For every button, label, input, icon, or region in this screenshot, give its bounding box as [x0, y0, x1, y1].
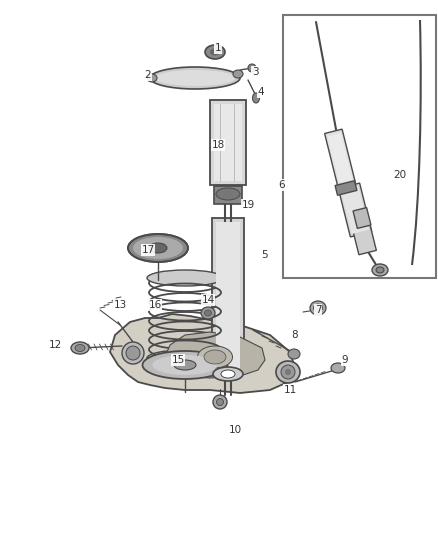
FancyBboxPatch shape [353, 207, 371, 229]
Ellipse shape [152, 355, 218, 375]
FancyBboxPatch shape [338, 183, 372, 237]
Text: 1: 1 [215, 43, 221, 53]
Text: 8: 8 [292, 330, 298, 340]
Polygon shape [110, 314, 295, 393]
Ellipse shape [155, 70, 235, 86]
Ellipse shape [201, 307, 215, 319]
Ellipse shape [213, 367, 243, 381]
Text: 16: 16 [148, 300, 162, 310]
Ellipse shape [126, 346, 140, 360]
Ellipse shape [147, 350, 223, 366]
Ellipse shape [150, 67, 240, 89]
Bar [210, 100, 246, 185]
Ellipse shape [252, 93, 259, 103]
Text: 7: 7 [314, 305, 321, 315]
Text: 18: 18 [212, 140, 225, 150]
Bar [283, 15, 436, 278]
Text: 15: 15 [171, 355, 185, 365]
Ellipse shape [128, 234, 188, 262]
Ellipse shape [314, 304, 322, 312]
FancyBboxPatch shape [341, 186, 369, 234]
Ellipse shape [310, 301, 326, 315]
Text: 19: 19 [241, 200, 254, 210]
Ellipse shape [276, 361, 300, 383]
Ellipse shape [205, 45, 225, 59]
Ellipse shape [210, 49, 220, 55]
Ellipse shape [122, 342, 144, 364]
FancyBboxPatch shape [335, 181, 357, 195]
Text: 20: 20 [393, 170, 406, 180]
Text: 5: 5 [261, 250, 268, 260]
Ellipse shape [221, 370, 235, 378]
Text: 6: 6 [279, 180, 285, 190]
Ellipse shape [198, 346, 233, 368]
FancyBboxPatch shape [352, 221, 376, 255]
Ellipse shape [233, 70, 243, 78]
Bar [216, 222, 240, 369]
Ellipse shape [376, 267, 384, 273]
Ellipse shape [147, 74, 157, 82]
Ellipse shape [281, 365, 295, 379]
Ellipse shape [331, 363, 345, 373]
Ellipse shape [133, 237, 183, 259]
Ellipse shape [147, 270, 223, 286]
Ellipse shape [71, 342, 89, 354]
Text: 9: 9 [342, 355, 348, 365]
Text: 14: 14 [201, 295, 215, 305]
Ellipse shape [248, 64, 256, 72]
Polygon shape [165, 332, 265, 378]
Text: 13: 13 [113, 300, 127, 310]
Text: 2: 2 [145, 70, 151, 80]
FancyBboxPatch shape [325, 129, 355, 187]
Ellipse shape [205, 310, 212, 316]
Ellipse shape [213, 395, 227, 409]
Ellipse shape [204, 350, 226, 364]
Ellipse shape [75, 344, 85, 351]
Ellipse shape [285, 369, 291, 375]
Ellipse shape [216, 399, 223, 406]
Text: 3: 3 [252, 67, 258, 77]
Ellipse shape [288, 349, 300, 359]
Ellipse shape [174, 360, 196, 370]
Ellipse shape [149, 243, 167, 253]
Text: 12: 12 [48, 340, 62, 350]
Text: 4: 4 [258, 87, 264, 97]
Text: 11: 11 [283, 385, 297, 395]
Bar [214, 186, 242, 204]
Ellipse shape [372, 264, 388, 276]
Ellipse shape [216, 188, 240, 200]
Bar [214, 104, 242, 181]
Text: 17: 17 [141, 245, 155, 255]
Bar [212, 218, 244, 373]
Ellipse shape [142, 351, 227, 379]
FancyBboxPatch shape [327, 133, 353, 183]
Text: 10: 10 [229, 425, 242, 435]
